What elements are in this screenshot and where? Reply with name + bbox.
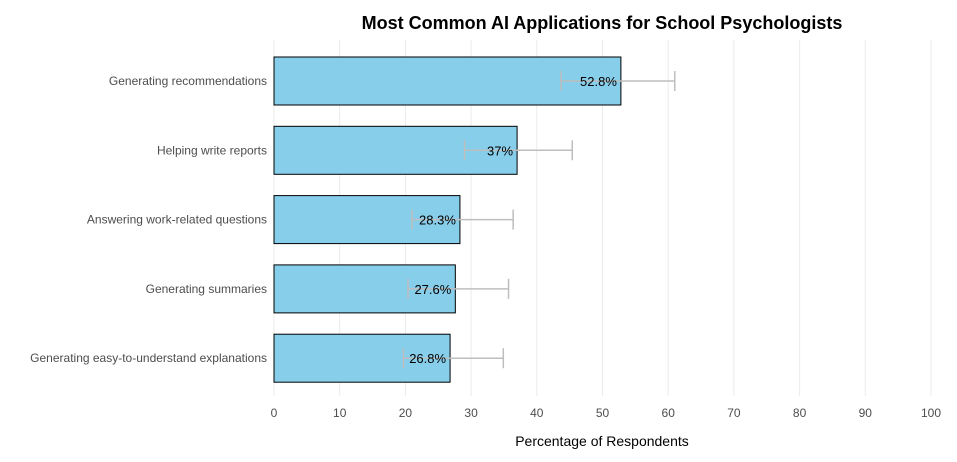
x-tick-label: 0 xyxy=(271,406,278,420)
data-label: 37% xyxy=(487,143,513,158)
x-tick-label: 50 xyxy=(596,406,610,420)
y-tick-label: Generating easy-to-understand explanatio… xyxy=(30,351,267,365)
x-tick-label: 90 xyxy=(859,406,873,420)
y-tick-label: Answering work-related questions xyxy=(87,213,267,227)
data-label: 52.8% xyxy=(580,74,617,89)
x-tick-label: 80 xyxy=(793,406,807,420)
y-tick-label: Generating recommendations xyxy=(109,74,267,88)
data-label: 26.8% xyxy=(409,351,446,366)
x-axis-label: Percentage of Respondents xyxy=(515,433,689,449)
chart-title: Most Common AI Applications for School P… xyxy=(362,13,843,33)
x-tick-label: 20 xyxy=(399,406,413,420)
x-tick-label: 10 xyxy=(333,406,347,420)
x-tick-label: 40 xyxy=(530,406,544,420)
x-tick-label: 70 xyxy=(727,406,741,420)
x-tick-label: 30 xyxy=(464,406,478,420)
y-tick-label: Helping write reports xyxy=(157,143,267,157)
y-tick-label: Generating summaries xyxy=(146,282,267,296)
data-label: 28.3% xyxy=(419,213,456,228)
x-tick-label: 100 xyxy=(921,406,941,420)
data-label: 27.6% xyxy=(414,282,451,297)
x-tick-label: 60 xyxy=(662,406,676,420)
